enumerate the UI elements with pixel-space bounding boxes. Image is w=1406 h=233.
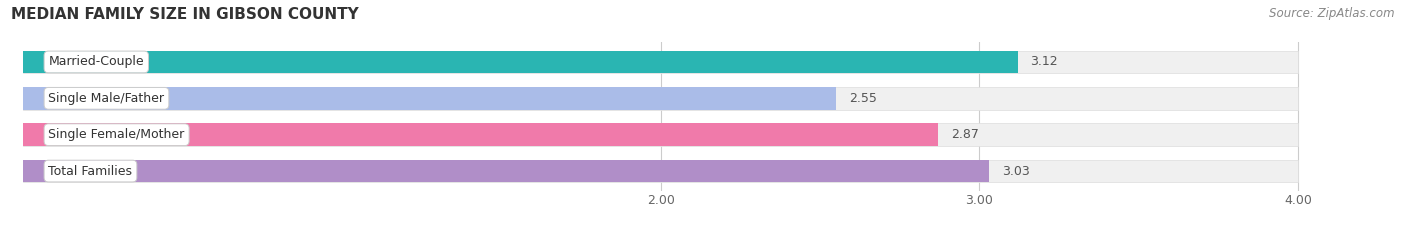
Bar (22, 160, 1298, 182)
Bar (22, 51, 1018, 73)
Bar (22, 123, 938, 146)
Text: 3.03: 3.03 (1001, 164, 1029, 178)
Text: Total Families: Total Families (48, 164, 132, 178)
Bar (22, 160, 988, 182)
Text: 3.12: 3.12 (1031, 55, 1057, 69)
Bar (22, 87, 1298, 110)
Bar (22, 51, 1298, 73)
Bar (22, 123, 1298, 146)
Text: Single Female/Mother: Single Female/Mother (48, 128, 184, 141)
Text: 2.87: 2.87 (950, 128, 979, 141)
Text: MEDIAN FAMILY SIZE IN GIBSON COUNTY: MEDIAN FAMILY SIZE IN GIBSON COUNTY (11, 7, 359, 22)
Text: 2.55: 2.55 (849, 92, 876, 105)
Bar (22, 87, 837, 110)
Text: Married-Couple: Married-Couple (48, 55, 143, 69)
Text: Source: ZipAtlas.com: Source: ZipAtlas.com (1270, 7, 1395, 20)
Text: Single Male/Father: Single Male/Father (48, 92, 165, 105)
